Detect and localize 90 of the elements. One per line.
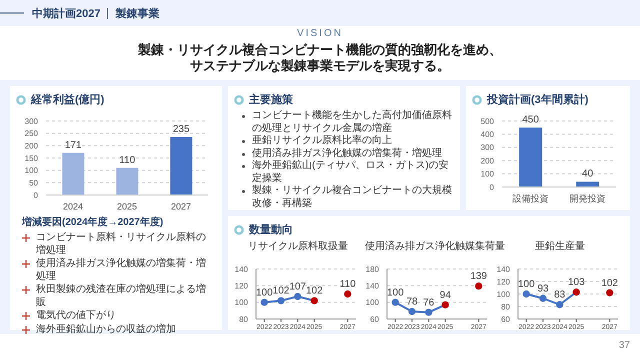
data-label: 450 [522, 114, 540, 126]
chart-title: リサイクル原料取扱量 [247, 240, 349, 253]
data-label: 100 [518, 279, 536, 290]
text: コンビナート原料・リサイクル原料の増処理 [36, 232, 207, 257]
text: VISION [296, 28, 344, 39]
data-label: 76 [423, 297, 435, 308]
text: 中期計画2027 [32, 6, 100, 20]
text: 数量動向 [249, 222, 293, 237]
text: 製錬事業 [115, 6, 160, 20]
data-label: 235 [172, 124, 190, 136]
y-tick-label: 80 [501, 302, 511, 312]
y-tick-label: 140 [234, 264, 249, 274]
y-tick-label: 500 [480, 116, 495, 126]
y-tick-label: 150 [24, 154, 39, 163]
y-tick-label: 60 [501, 314, 511, 324]
text: 主要施策 [249, 92, 293, 107]
x-tick-label: 2025 [116, 201, 138, 212]
x-tick-label: 設備投資 [512, 193, 548, 204]
point [344, 290, 352, 298]
y-tick-label: 0 [34, 190, 39, 200]
chart-title: 投資計画(3年間累計) [487, 92, 588, 107]
y-tick-label: 140 [496, 264, 511, 274]
y-tick-label: 100 [480, 170, 495, 179]
y-tick-label: 200 [24, 142, 39, 151]
data-label: 110 [119, 154, 136, 166]
text: 増減要因(2024年度→2027年度) [22, 215, 164, 229]
y-tick-label: 180 [366, 264, 380, 274]
text: 37 [618, 340, 630, 351]
point [539, 294, 547, 302]
data-label: 100 [386, 287, 404, 298]
y-tick-label: 50 [29, 178, 39, 188]
y-tick-label: 300 [480, 143, 495, 152]
y-tick-label: 300 [24, 116, 39, 126]
bar [62, 152, 84, 195]
chart-title: 経常利益(億円) [31, 92, 104, 107]
point [606, 289, 614, 296]
bar [116, 168, 138, 195]
data-label: 94 [440, 290, 452, 301]
data-label: 103 [568, 277, 586, 288]
point [260, 298, 268, 306]
text: 亜鉛リサイクル原料比率の向上 [252, 135, 392, 148]
text: 製錬・リサイクル複合コンビナート機能の質的強靭化を進め、 [137, 42, 503, 58]
text: 使用済み排ガス浄化触媒の増集荷・増処理 [252, 148, 442, 160]
point [277, 297, 285, 304]
y-tick-label: 0 [490, 182, 495, 192]
y-tick-label: 120 [496, 277, 511, 286]
text: サステナブルな製錬事業モデルを実現する。 [189, 58, 451, 74]
text: コンビナート機能を生かした高付加価値原料の処理とリサイクル金属の増産 [252, 110, 453, 134]
bar [170, 137, 192, 195]
y-tick-label: 400 [480, 130, 495, 140]
y-tick-label: 100 [234, 298, 249, 308]
data-label: 171 [64, 140, 82, 151]
data-label: 110 [340, 279, 356, 290]
point [408, 308, 416, 316]
data-label: 102 [272, 286, 290, 297]
y-tick-label: 100 [24, 166, 39, 176]
point [475, 282, 482, 290]
data-label: 40 [582, 168, 594, 180]
y-tick-label: 200 [480, 156, 495, 166]
x-tick-label: 開発投資 [570, 193, 606, 204]
y-tick-label: 100 [366, 298, 380, 308]
point [294, 292, 302, 300]
point [392, 298, 399, 306]
x-tick-label: 2024 [62, 201, 84, 212]
y-tick-label: 140 [366, 282, 380, 291]
chart-title: 使用済み排ガス浄化触媒集荷量 [365, 240, 505, 253]
data-label: 100 [256, 287, 274, 298]
y-tick-label: 80 [239, 314, 249, 324]
x-tick-label: 2027 [170, 201, 192, 212]
point [425, 308, 432, 316]
data-label: 83 [554, 290, 566, 301]
data-label: 93 [537, 283, 549, 294]
data-label: 102 [601, 278, 618, 289]
text: 海外亜鉛鉱山からの収益の増加 [36, 324, 176, 336]
point [556, 301, 564, 308]
data-label: 107 [289, 282, 306, 292]
text: 使用済み排ガス浄化触媒の増集荷・増処理 [36, 258, 207, 283]
y-tick-label: 250 [24, 129, 39, 138]
text: 電気代の値下がり [36, 310, 116, 322]
y-tick-label: 120 [234, 282, 249, 291]
text: 海外亜鉛鉱山(ティサパ、ロス・ガトス)の安定操業 [252, 160, 450, 184]
data-label: 139 [470, 271, 488, 282]
text: 製錬・リサイクル複合コンビナートの大規模改修・再構築 [252, 185, 453, 210]
data-label: 78 [406, 296, 418, 308]
point [522, 290, 530, 298]
chart-title: 亜鉛生産量 [535, 241, 585, 252]
data-label: 102 [306, 286, 324, 297]
text: 秋田製錬の残渣在庫の増処理による増販 [36, 284, 207, 309]
y-tick-label: 100 [496, 290, 511, 299]
y-tick-label: 60 [370, 314, 380, 324]
